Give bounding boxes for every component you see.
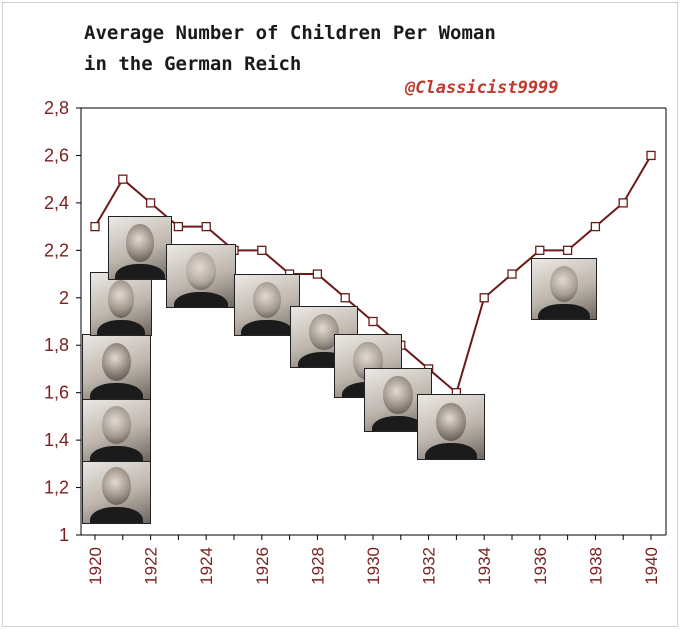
portrait-4	[90, 272, 152, 336]
portrait-face	[436, 402, 466, 442]
data-point-marker	[257, 245, 267, 255]
data-point-marker	[145, 198, 156, 208]
portrait-5	[108, 216, 172, 280]
portrait-6	[166, 244, 236, 308]
data-point-marker	[646, 150, 656, 161]
portrait-face	[309, 314, 339, 351]
portrait-suit	[89, 507, 144, 523]
credit-text: @Classicist9999	[405, 78, 559, 98]
portrait-suit	[241, 320, 293, 335]
y-tick-label: 1,2	[44, 478, 69, 498]
data-point-marker	[118, 174, 128, 184]
data-point-marker	[312, 269, 323, 279]
x-tick-label: 1932	[420, 547, 439, 585]
portrait-suit	[424, 443, 478, 459]
portrait-suit	[115, 263, 165, 279]
portrait-face	[107, 280, 135, 318]
portrait-suit	[371, 415, 425, 431]
x-tick-label: 1930	[364, 547, 383, 585]
y-tick-label: 2,6	[44, 145, 69, 165]
y-tick-label: 1,4	[44, 430, 69, 450]
portrait-1	[82, 458, 151, 524]
y-tick-label: 1,6	[44, 383, 69, 403]
data-point-marker	[340, 293, 350, 303]
x-tick-label: 1922	[142, 547, 161, 585]
portrait-suit	[97, 319, 145, 335]
x-tick-label: 1924	[197, 547, 216, 585]
portrait-face	[101, 342, 132, 382]
data-point-marker	[173, 221, 184, 232]
chart-title-line-1: Average Number of Children Per Woman	[84, 22, 496, 44]
portrait-suit	[89, 445, 144, 461]
chart-title: Average Number of Children Per Woman in …	[84, 18, 496, 80]
data-point-marker	[590, 221, 601, 232]
portrait-11	[417, 394, 485, 460]
portrait-face	[383, 376, 413, 414]
y-tick-label: 1,8	[44, 335, 69, 355]
data-point-marker	[618, 198, 628, 208]
portrait-suit	[173, 291, 229, 307]
y-tick-label: 1	[59, 525, 69, 545]
portrait-7	[234, 274, 300, 336]
portrait-face	[101, 406, 132, 444]
portrait-3	[82, 334, 151, 400]
y-tick-label: 2	[59, 288, 69, 308]
data-point-marker	[479, 293, 489, 303]
portrait-12	[531, 258, 597, 320]
y-tick-label: 2,8	[44, 98, 69, 118]
data-point-marker	[562, 245, 573, 255]
x-tick-label: 1926	[253, 547, 272, 585]
data-point-marker	[90, 221, 100, 232]
y-tick-label: 2,2	[44, 240, 69, 260]
chart-title-line-2: in the German Reich	[84, 53, 302, 75]
data-point-marker	[201, 221, 211, 232]
data-point-marker	[368, 316, 378, 327]
portrait-suit	[538, 304, 590, 319]
portrait-face	[126, 224, 154, 262]
portrait-face	[252, 282, 282, 319]
x-tick-label: 1934	[475, 547, 494, 585]
x-tick-label: 1928	[308, 547, 327, 585]
data-point-marker	[535, 245, 545, 255]
x-tick-label: 1936	[531, 547, 550, 585]
data-point-marker	[507, 269, 517, 279]
portrait-2	[82, 398, 151, 462]
portrait-suit	[89, 383, 144, 399]
portrait-face	[186, 252, 216, 290]
y-tick-label: 2,4	[44, 193, 69, 213]
portrait-face	[549, 266, 579, 303]
x-tick-label: 1920	[86, 547, 105, 585]
x-tick-label: 1940	[642, 547, 661, 585]
portrait-face	[101, 466, 132, 506]
x-tick-label: 1938	[586, 547, 605, 585]
